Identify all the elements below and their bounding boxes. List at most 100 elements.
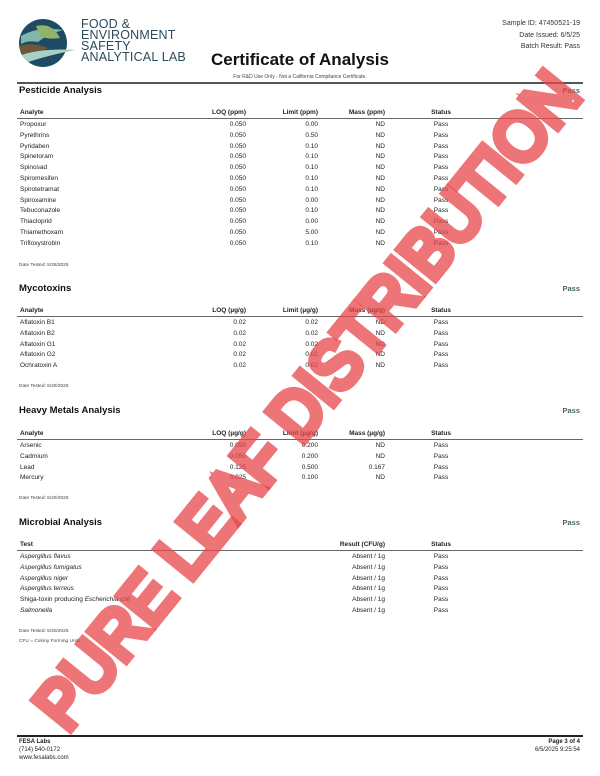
status-value: Pass (433, 452, 449, 460)
organism-name: Aspergillus terreus (20, 585, 74, 593)
status-value: Pass (433, 563, 449, 571)
loq-value: 0.02 (233, 351, 246, 359)
loq-value: 0.050 (229, 174, 246, 182)
status-value: Pass (433, 319, 449, 326)
limit-value: 5.00 (305, 228, 318, 236)
status-value: Pass (433, 553, 449, 560)
mass-value: Absent / 1g (352, 563, 385, 571)
table-header: Test Result (CFU/g) Status (17, 540, 583, 551)
status-value: Pass (433, 153, 449, 161)
mass-value: ND (375, 442, 385, 449)
status-value: Pass (433, 142, 449, 150)
print-timestamp: 6/5/2025 9:25:54 (534, 747, 580, 753)
limit-value: 0.10 (305, 207, 318, 215)
header-divider (17, 82, 583, 84)
mass-value: 0.167 (368, 463, 385, 471)
analyte-name: Spiroxamine (20, 196, 57, 204)
column-header: Analyte (20, 430, 44, 437)
limit-value: 0.10 (305, 239, 318, 247)
loq-value: 0.050 (229, 153, 246, 161)
status-value: Pass (433, 239, 449, 247)
loq-value: 0.025 (229, 474, 246, 482)
loq-value: 0.050 (229, 218, 246, 226)
loq-value: 0.050 (229, 239, 246, 247)
column-header: Analyte (20, 307, 44, 314)
column-header: LOQ (µg/g) (212, 430, 246, 437)
analyte-name: Lead (20, 463, 35, 471)
lab-name: FOOD & ENVIRONMENT SAFETY ANALYTICAL LAB (81, 18, 186, 64)
section-title: Microbial Analysis (19, 517, 103, 528)
mass-value: ND (375, 153, 385, 161)
limit-value: 0.50 (305, 131, 318, 139)
table-row: Aflatoxin B2 0.02 0.02 ND Pass (17, 329, 583, 340)
limit-value: 0.00 (305, 218, 318, 226)
page-title: Certificate of Analysis (211, 50, 389, 69)
limit-value: 0.200 (301, 442, 318, 449)
status-value: Pass (433, 585, 449, 593)
column-header: Limit (µg/g) (282, 307, 318, 314)
table-row: Aspergillus niger Absent / 1g Pass (17, 574, 583, 585)
analyte-name: Cadmium (20, 452, 48, 460)
analyte-name: Aflatoxin G1 (20, 340, 56, 348)
column-header: Mass (µg/g) (349, 307, 385, 314)
mass-value: ND (375, 164, 385, 172)
organism-name: Salmonella (20, 606, 53, 614)
mass-value: ND (375, 185, 385, 193)
table-header: Analyte LOQ (µg/g) Limit (µg/g) Mass (µg/g)… (17, 429, 583, 440)
status-value: Pass (433, 131, 449, 139)
mass-value: Absent / 1g (352, 585, 385, 593)
loq-value: 0.050 (229, 121, 246, 128)
test-name: Aspergillus fumigatus (20, 563, 82, 574)
status-value: Pass (433, 340, 449, 348)
results-table: Analyte LOQ (ppm) Limit (ppm) Mass (ppm) Sta… (17, 108, 583, 250)
loq-value: 0.050 (229, 228, 246, 236)
sample-meta: Sample ID: 47450521-19 Date Issued: 6/5/… (502, 18, 580, 53)
date-issued: Date Issued: 6/5/25 (519, 31, 580, 39)
table-row: Aspergillus terreus Absent / 1g Pass (17, 584, 583, 595)
mass-value: ND (375, 121, 385, 128)
mass-value: ND (375, 319, 385, 326)
status-value: Pass (433, 185, 449, 193)
status-value: Pass (433, 329, 449, 337)
test-name: Salmonella (20, 606, 52, 617)
mass-value: Absent / 1g (352, 553, 385, 560)
table-row: Aflatoxin G1 0.02 0.02 ND Pass (17, 340, 583, 351)
mass-value: ND (375, 474, 385, 482)
table-row: Shiga-toxin producing Escherichia coli Ab… (17, 595, 583, 606)
loq-value: 0.050 (229, 131, 246, 139)
mass-value: ND (375, 329, 385, 337)
batch-result: Batch Result: Pass (520, 43, 580, 50)
limit-value: 0.10 (305, 142, 318, 150)
limit-value: 0.100 (301, 474, 318, 482)
sample-id: Sample ID: 47450521-19 (502, 20, 580, 27)
column-header: Result (CFU/g) (339, 541, 385, 548)
loq-value: 0.050 (229, 164, 246, 172)
table-header: Analyte LOQ (ppm) Limit (ppm) Mass (ppm) Sta… (17, 108, 583, 119)
table-header: Analyte LOQ (µg/g) Limit (µg/g) Mass (µg/g)… (17, 306, 583, 317)
lab-name-line: ANALYTICAL LAB (81, 50, 186, 64)
date-tested: Date Tested: 5/29/2025 (19, 496, 69, 501)
loq-value: 0.050 (229, 442, 246, 449)
table-row: Aspergillus flavus Absent / 1g Pass (17, 552, 583, 563)
loq-value: 0.050 (229, 142, 246, 150)
mass-value: ND (375, 207, 385, 215)
column-header: Limit (ppm) (282, 109, 318, 116)
analyte-name: Spinosad (20, 164, 48, 172)
column-header: Mass (µg/g) (349, 430, 385, 437)
table-row: Salmonella Absent / 1g Pass (17, 606, 583, 617)
table-row: Propoxur 0.050 0.00 ND Pass (17, 120, 583, 131)
analyte-name: Trifloxystrobin (20, 239, 61, 247)
table-row: Thiacloprid 0.050 0.00 ND Pass (17, 217, 583, 228)
table-row: Aflatoxin G2 0.02 0.02 ND Pass (17, 350, 583, 361)
table-row: Cadmium 0.050 0.200 ND Pass (17, 452, 583, 463)
date-tested: Date Tested: 5/28/2025 (19, 384, 69, 389)
mass-value: Absent / 1g (352, 596, 385, 604)
organism-name: Aspergillus flavus (20, 553, 71, 560)
mass-value: ND (375, 228, 385, 236)
table-row: Trifloxystrobin 0.050 0.10 ND Pass (17, 239, 583, 250)
table-row: Aspergillus fumigatus Absent / 1g Pass (17, 563, 583, 574)
section-result: Pass (562, 406, 580, 415)
table-row: Thiamethoxam 0.050 5.00 ND Pass (17, 228, 583, 239)
mass-value: Absent / 1g (352, 574, 385, 582)
column-header: Status (431, 430, 451, 437)
